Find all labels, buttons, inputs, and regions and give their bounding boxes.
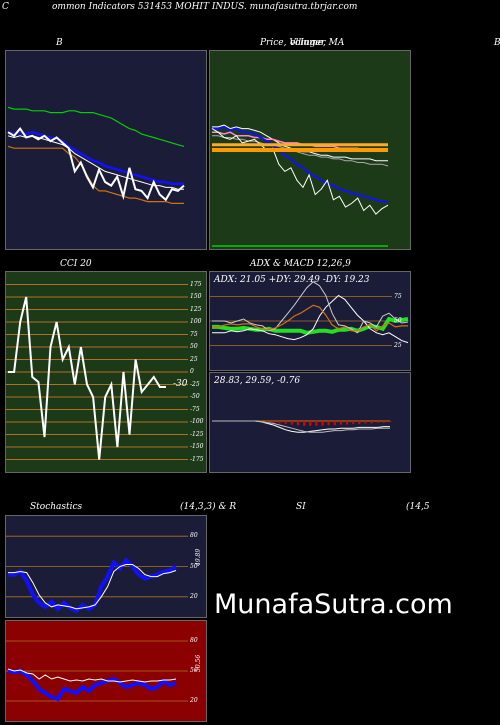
- bb-series-4: [7, 126, 185, 202]
- adx-series-3: [212, 304, 408, 332]
- macd-hist-bar-22: [346, 421, 349, 425]
- rsi-tick-2: 20: [190, 697, 198, 704]
- bb-title: B: [56, 38, 63, 48]
- macd-hist-bar-12: [284, 421, 287, 424]
- macd-hist-bar-24: [358, 421, 361, 424]
- cci-tick-2: 125: [190, 305, 202, 313]
- price-title: Price, Volume, MA: [260, 38, 345, 48]
- macd-hist-bar-20: [333, 421, 336, 426]
- cci-tick-6: 25: [190, 355, 198, 363]
- page-title-prefix: C: [2, 2, 9, 12]
- macd-readout: 28.83, 29.59, -0.76: [214, 376, 301, 386]
- macd-hist-bar-11: [278, 421, 281, 424]
- macd-line-1: [212, 420, 390, 433]
- macd-hist-bar-16: [309, 421, 312, 426]
- rsi-params: (14,5: [406, 502, 430, 512]
- cci-tick-3: 100: [190, 318, 202, 325]
- macd-hist-bar-14: [296, 421, 299, 426]
- macd-hist-bar-13: [290, 421, 293, 425]
- macd-hist-bar-18: [321, 421, 324, 426]
- rsi-line: [7, 668, 177, 683]
- adx-tick-1: 50: [394, 317, 402, 324]
- stoch-d-line: [8, 564, 177, 610]
- cci-tick-0: 175: [190, 280, 202, 288]
- macd-hist-bar-23: [352, 421, 355, 424]
- watermark: MunafaSutra.com: [214, 589, 453, 620]
- cci-tick-10: -75: [190, 405, 200, 413]
- macd-hist-bar-26: [370, 421, 373, 424]
- cci-tick-12: -125: [190, 430, 204, 438]
- cci-tick-4: 75: [190, 330, 198, 338]
- cci-panel: 175 150 125 100 75 50 25 0 -25 -50 -75 -100 -125 -150…: [5, 271, 207, 473]
- macd-hist-bar-25: [364, 421, 367, 424]
- adx-tick-0: 75: [394, 292, 402, 300]
- cci-line: [8, 296, 166, 460]
- price-title-overlap: ollinger: [290, 38, 326, 48]
- adx-series-2: [212, 281, 409, 334]
- stoch-tick-1: 50: [190, 562, 198, 570]
- stoch-value-label: 49.89: [195, 548, 202, 566]
- stoch-panel: 80 50 20: [5, 515, 207, 618]
- right-edge-title: B: [494, 38, 500, 48]
- price-series-2: [212, 135, 389, 167]
- bb-series-0: [7, 106, 185, 147]
- page-title: ommon Indicators 531453 MOHIT INDUS. mun…: [52, 2, 358, 12]
- macd-hist-bar-29: [389, 421, 391, 423]
- adx-readout: ADX: 21.05 +DY: 29.49 -DY: 19.23: [214, 275, 370, 285]
- bb-panel: [5, 50, 207, 250]
- stoch-title: Stochastics: [30, 502, 83, 512]
- price-series-3: [212, 125, 388, 203]
- macd-hist-bar-17: [315, 421, 318, 426]
- stoch-k-line: [8, 557, 178, 614]
- price-series-1: [212, 131, 388, 151]
- cci-value-label: -30: [173, 379, 188, 389]
- cci-tick-7: 0: [190, 368, 194, 375]
- macd-panel: 28.83, 29.59, -0.76: [209, 372, 411, 473]
- macd-hist-bar-10: [272, 421, 275, 423]
- bb-series-3: [7, 145, 184, 204]
- macd-hist-bar-28: [382, 421, 385, 423]
- macd-hist-bar-21: [339, 421, 342, 425]
- rsi-tick-0: 80: [190, 637, 198, 644]
- rsi-title: SI: [296, 502, 306, 512]
- rsi-tick-1: 50: [190, 667, 198, 674]
- cci-tick-1: 150: [190, 293, 202, 300]
- macd-hist-bar-15: [303, 421, 306, 426]
- price-series-4: [211, 128, 389, 215]
- bb-series-1: [7, 130, 184, 186]
- stoch-tick-2: 20: [190, 592, 198, 600]
- cci-tick-13: -150: [190, 443, 204, 450]
- adx-tick-2: 25: [394, 341, 402, 349]
- adx-series-1: [212, 294, 409, 344]
- cci-tick-9: -50: [190, 393, 200, 400]
- cci-tick-14: -175: [190, 455, 204, 463]
- rsi-value-label: 50.56: [195, 654, 202, 672]
- rsi-mfi-line: [7, 668, 177, 702]
- macd-hist-bar-27: [376, 421, 379, 423]
- rsi-panel: 80 50 20: [5, 620, 207, 722]
- adx-panel: ADX: 21.05 +DY: 29.49 -DY: 19.23 75 50 25: [209, 271, 411, 371]
- adx-macd-title: ADX & MACD 12,26,9: [250, 259, 351, 269]
- cci-tick-5: 50: [190, 343, 198, 350]
- stoch-params: (14,3,3) & R: [180, 502, 237, 512]
- cci-tick-11: -100: [190, 418, 204, 425]
- stoch-tick-0: 80: [190, 532, 198, 540]
- cci-title: CCI 20: [60, 259, 92, 269]
- cci-tick-8: -25: [190, 380, 200, 388]
- macd-hist-bar-9: [266, 421, 269, 423]
- macd-hist-bar-19: [327, 421, 330, 426]
- price-panel: [209, 50, 411, 250]
